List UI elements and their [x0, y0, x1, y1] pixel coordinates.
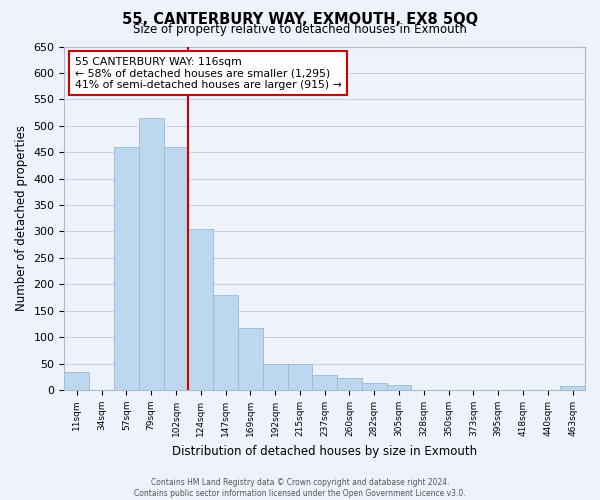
Y-axis label: Number of detached properties: Number of detached properties [15, 126, 28, 312]
Bar [287, 364, 313, 390]
Bar [386, 385, 412, 390]
Bar [238, 328, 263, 390]
Bar [114, 147, 139, 390]
X-axis label: Distribution of detached houses by size in Exmouth: Distribution of detached houses by size … [172, 444, 477, 458]
Bar [362, 383, 386, 390]
Text: 55 CANTERBURY WAY: 116sqm
← 58% of detached houses are smaller (1,295)
41% of se: 55 CANTERBURY WAY: 116sqm ← 58% of detac… [75, 57, 341, 90]
Bar [213, 295, 238, 390]
Bar [560, 386, 585, 390]
Bar [139, 118, 164, 390]
Bar [313, 376, 337, 390]
Bar [164, 147, 188, 390]
Bar [263, 364, 287, 390]
Bar [64, 372, 89, 390]
Bar [188, 229, 213, 390]
Text: Contains HM Land Registry data © Crown copyright and database right 2024.
Contai: Contains HM Land Registry data © Crown c… [134, 478, 466, 498]
Text: Size of property relative to detached houses in Exmouth: Size of property relative to detached ho… [133, 22, 467, 36]
Bar [337, 378, 362, 390]
Text: 55, CANTERBURY WAY, EXMOUTH, EX8 5QQ: 55, CANTERBURY WAY, EXMOUTH, EX8 5QQ [122, 12, 478, 28]
